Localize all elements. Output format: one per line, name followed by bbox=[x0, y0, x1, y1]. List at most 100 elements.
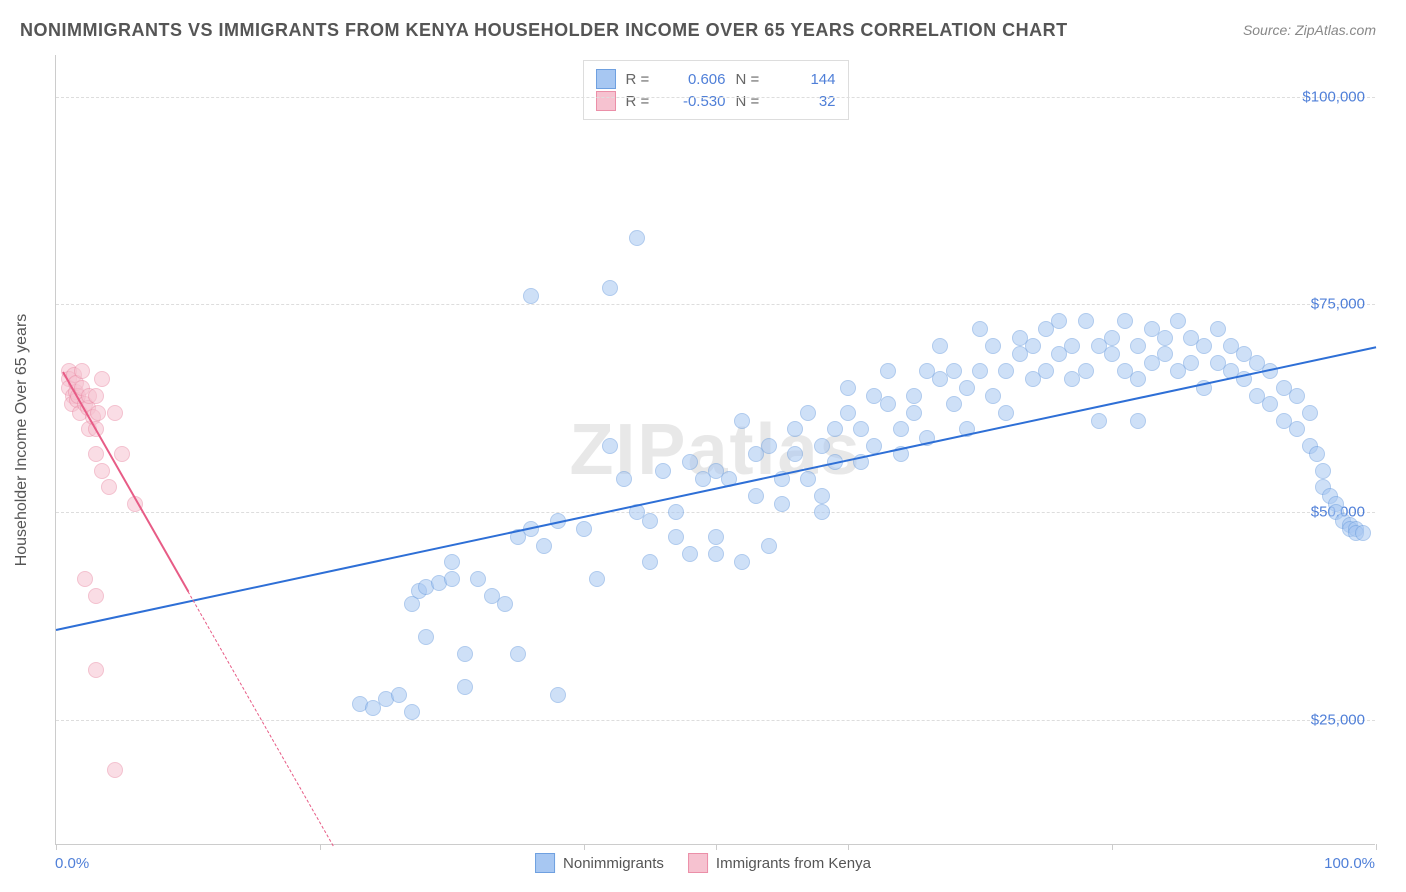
plot-area: ZIPatlas R =0.606N =144R =-0.530N =32 $2… bbox=[55, 55, 1375, 845]
data-point bbox=[734, 413, 750, 429]
series-legend: Nonimmigrants Immigrants from Kenya bbox=[535, 853, 871, 873]
data-point bbox=[1117, 313, 1133, 329]
data-point bbox=[880, 363, 896, 379]
data-point bbox=[734, 554, 750, 570]
data-point bbox=[748, 488, 764, 504]
data-point bbox=[906, 388, 922, 404]
data-point bbox=[985, 338, 1001, 354]
x-tick bbox=[1376, 844, 1377, 850]
gridline bbox=[56, 97, 1375, 98]
data-point bbox=[787, 446, 803, 462]
data-point bbox=[998, 363, 1014, 379]
trend-line bbox=[188, 591, 334, 846]
x-tick bbox=[584, 844, 585, 850]
legend-row: R =-0.530N =32 bbox=[596, 91, 836, 111]
data-point bbox=[629, 230, 645, 246]
gridline bbox=[56, 720, 1375, 721]
legend-r-value: 0.606 bbox=[666, 71, 726, 88]
y-tick-label: $75,000 bbox=[1311, 296, 1365, 313]
data-point bbox=[404, 704, 420, 720]
data-point bbox=[589, 571, 605, 587]
x-tick-label: 100.0% bbox=[1324, 855, 1375, 872]
legend-label: Nonimmigrants bbox=[563, 855, 664, 872]
data-point bbox=[1051, 313, 1067, 329]
data-point bbox=[74, 363, 90, 379]
data-point bbox=[444, 571, 460, 587]
data-point bbox=[470, 571, 486, 587]
x-tick-label: 0.0% bbox=[55, 855, 89, 872]
data-point bbox=[906, 405, 922, 421]
data-point bbox=[642, 513, 658, 529]
data-point bbox=[1355, 525, 1371, 541]
data-point bbox=[1130, 338, 1146, 354]
correlation-legend: R =0.606N =144R =-0.530N =32 bbox=[583, 60, 849, 120]
legend-n-label: N = bbox=[736, 93, 766, 110]
data-point bbox=[774, 496, 790, 512]
data-point bbox=[457, 646, 473, 662]
data-point bbox=[418, 629, 434, 645]
legend-item: Immigrants from Kenya bbox=[688, 853, 871, 873]
data-point bbox=[787, 421, 803, 437]
data-point bbox=[1170, 313, 1186, 329]
data-point bbox=[1130, 371, 1146, 387]
data-point bbox=[1157, 330, 1173, 346]
data-point bbox=[642, 554, 658, 570]
data-point bbox=[998, 405, 1014, 421]
legend-r-label: R = bbox=[626, 71, 656, 88]
data-point bbox=[893, 421, 909, 437]
legend-swatch bbox=[596, 69, 616, 89]
legend-n-value: 144 bbox=[776, 71, 836, 88]
x-tick bbox=[848, 844, 849, 850]
data-point bbox=[107, 762, 123, 778]
legend-r-value: -0.530 bbox=[666, 93, 726, 110]
data-point bbox=[101, 479, 117, 495]
data-point bbox=[1064, 338, 1080, 354]
data-point bbox=[800, 471, 816, 487]
data-point bbox=[1104, 330, 1120, 346]
data-point bbox=[576, 521, 592, 537]
data-point bbox=[550, 687, 566, 703]
legend-swatch bbox=[535, 853, 555, 873]
y-axis-label: Householder Income Over 65 years bbox=[13, 314, 31, 567]
data-point bbox=[94, 463, 110, 479]
data-point bbox=[932, 338, 948, 354]
data-point bbox=[655, 463, 671, 479]
source-label: Source: ZipAtlas.com bbox=[1243, 22, 1376, 38]
legend-label: Immigrants from Kenya bbox=[716, 855, 871, 872]
data-point bbox=[1289, 388, 1305, 404]
data-point bbox=[1091, 413, 1107, 429]
data-point bbox=[457, 679, 473, 695]
data-point bbox=[510, 646, 526, 662]
data-point bbox=[94, 371, 110, 387]
data-point bbox=[814, 504, 830, 520]
data-point bbox=[1315, 463, 1331, 479]
legend-row: R =0.606N =144 bbox=[596, 69, 836, 89]
data-point bbox=[523, 288, 539, 304]
trend-line bbox=[62, 372, 189, 593]
data-point bbox=[391, 687, 407, 703]
data-point bbox=[107, 405, 123, 421]
data-point bbox=[959, 380, 975, 396]
data-point bbox=[90, 405, 106, 421]
gridline bbox=[56, 512, 1375, 513]
data-point bbox=[972, 363, 988, 379]
data-point bbox=[840, 380, 856, 396]
data-point bbox=[1289, 421, 1305, 437]
data-point bbox=[602, 438, 618, 454]
legend-item: Nonimmigrants bbox=[535, 853, 664, 873]
data-point bbox=[616, 471, 632, 487]
data-point bbox=[1157, 346, 1173, 362]
trend-line bbox=[56, 346, 1376, 631]
data-point bbox=[827, 421, 843, 437]
data-point bbox=[1038, 363, 1054, 379]
chart-title: NONIMMIGRANTS VS IMMIGRANTS FROM KENYA H… bbox=[20, 20, 1068, 41]
data-point bbox=[114, 446, 130, 462]
data-point bbox=[497, 596, 513, 612]
data-point bbox=[682, 454, 698, 470]
data-point bbox=[972, 321, 988, 337]
data-point bbox=[1210, 321, 1226, 337]
data-point bbox=[668, 529, 684, 545]
data-point bbox=[1183, 355, 1199, 371]
legend-swatch bbox=[596, 91, 616, 111]
y-tick-label: $100,000 bbox=[1302, 88, 1365, 105]
